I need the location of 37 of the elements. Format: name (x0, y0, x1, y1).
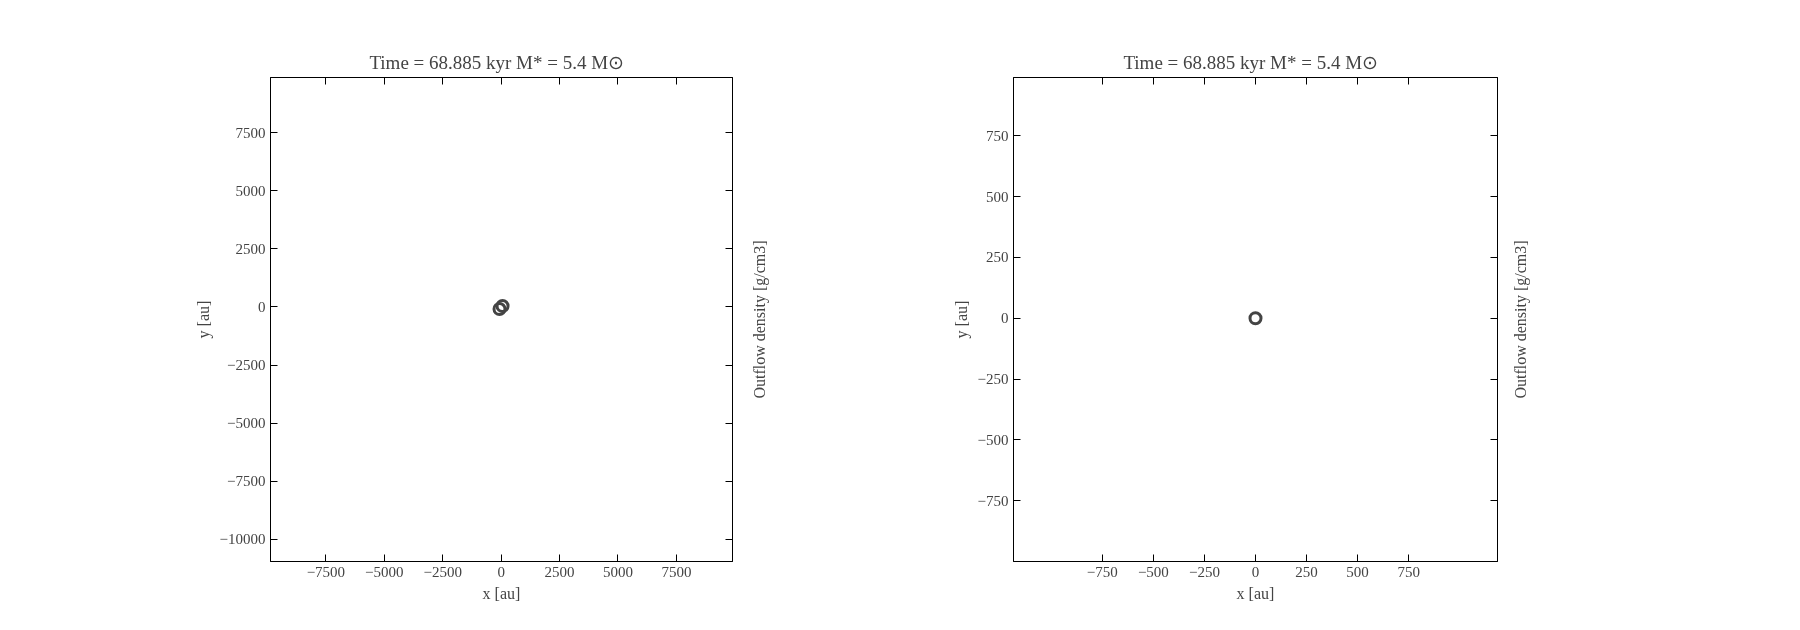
x-axis-title: x [au] (482, 584, 521, 602)
chart-title: Time = 68.885 kyr M* = 5.4 M⊙ (1123, 51, 1379, 73)
x-tick-label: 0 (1251, 563, 1260, 580)
x-tick-label: −750 (1086, 563, 1118, 580)
color-bar-title: Outflow density [g/cm3] (750, 240, 769, 399)
y-tick-label: 0 (258, 298, 266, 315)
y-tick-label: −2500 (227, 357, 266, 374)
y-tick-label: 750 (986, 127, 1009, 144)
x-tick-label: −250 (1188, 563, 1220, 580)
y-tick-label: 250 (986, 249, 1009, 266)
x-tick-label: −5000 (365, 563, 404, 580)
x-tick-label: 2500 (544, 563, 575, 580)
x-tick-label: 7500 (661, 563, 692, 580)
y-tick-label: −5000 (227, 415, 266, 432)
x-tick-label: 0 (497, 563, 505, 580)
x-tick-label: 500 (1346, 563, 1369, 580)
y-axis-title: y [au] (952, 300, 971, 339)
x-tick-label: −2500 (423, 563, 462, 580)
y-tick-label: 7500 (235, 124, 266, 141)
y-axis-title: y [au] (194, 300, 213, 339)
y-tick-label: 0 (1001, 310, 1009, 327)
y-tick-label: −7500 (227, 473, 266, 490)
y-tick-label: 2500 (235, 240, 266, 257)
x-tick-label: 750 (1397, 563, 1420, 580)
y-tick-label: 5000 (235, 182, 266, 199)
x-tick-label: 5000 (602, 563, 633, 580)
y-tick-label: −250 (977, 371, 1009, 388)
x-tick-label: 250 (1295, 563, 1318, 580)
x-tick-label: −7500 (306, 563, 346, 580)
y-tick-label: −10000 (219, 531, 266, 548)
chart-title: Time = 68.885 kyr M* = 5.4 M⊙ (369, 51, 625, 73)
x-tick-label: −500 (1137, 563, 1169, 580)
color-bar-title: Outflow density [g/cm3] (1511, 240, 1530, 399)
y-tick-label: 500 (986, 188, 1009, 205)
y-tick-label: −750 (977, 492, 1009, 509)
x-axis-title: x [au] (1236, 584, 1275, 602)
y-tick-label: −500 (977, 431, 1009, 448)
